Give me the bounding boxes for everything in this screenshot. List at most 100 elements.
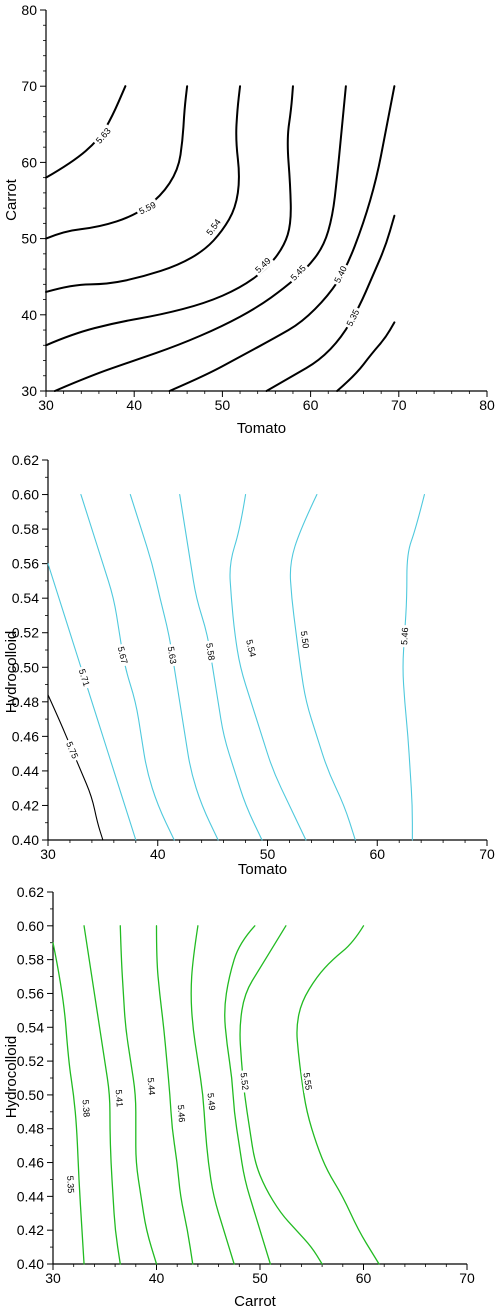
- y-tick-label: 0.62: [17, 884, 44, 900]
- y-tick-label: 0.60: [17, 918, 44, 934]
- x-tick-label: 60: [369, 846, 385, 862]
- y-tick-label: 30: [21, 383, 37, 399]
- contour-label-bg: [399, 624, 411, 648]
- y-tick-label: 0.54: [17, 1019, 44, 1035]
- contour-label-bg: [243, 636, 259, 661]
- contour-line: [179, 493, 263, 841]
- y-tick-label: 0.58: [17, 952, 44, 968]
- contour-label: 5.46: [399, 627, 410, 645]
- x-tick-label: 70: [479, 846, 495, 862]
- y-tick-label: 0.50: [12, 659, 39, 675]
- y-tick-label: 80: [21, 2, 37, 18]
- contour-label-bg: [175, 1102, 188, 1125]
- contour-label-bg: [287, 261, 310, 285]
- contour-label-bg: [80, 1097, 92, 1120]
- contour-label: 5.55: [301, 1072, 313, 1091]
- y-tick-label: 70: [21, 78, 37, 94]
- contour-line: [119, 925, 158, 1265]
- contour-label: 5.49: [205, 1092, 217, 1110]
- x-tick-label: 40: [150, 846, 166, 862]
- contour-line: [289, 493, 356, 841]
- contour-label: 5.71: [77, 668, 92, 688]
- contour-label: 5.63: [166, 646, 179, 665]
- y-tick-label: 0.60: [12, 487, 39, 503]
- x-tick-label: 40: [126, 397, 142, 413]
- contour-label-bg: [145, 1075, 158, 1098]
- x-tick-label: 40: [149, 1270, 165, 1286]
- contour-label-bg: [205, 1090, 218, 1114]
- x-tick-label: 30: [45, 1270, 61, 1286]
- y-tick-label: 0.48: [12, 694, 39, 710]
- contour-label-bg: [135, 198, 160, 218]
- contour-label: 5.50: [299, 630, 311, 649]
- y-tick-label: 0.42: [12, 797, 39, 813]
- contour-label: 5.44: [146, 1077, 157, 1095]
- contour-label: 5.52: [238, 1072, 250, 1091]
- y-tick-label: 50: [21, 231, 37, 247]
- contour-label: 5.67: [116, 645, 130, 664]
- contour-line: [168, 85, 396, 392]
- y-tick-label: 0.40: [17, 1256, 44, 1272]
- contour-line: [45, 85, 189, 240]
- y-tick-label: 0.48: [17, 1121, 44, 1137]
- x-tick-label: 70: [459, 1270, 475, 1286]
- y-tick-label: 0.56: [17, 985, 44, 1001]
- contour-label-bg: [301, 1069, 315, 1093]
- y-tick-label: 0.44: [12, 763, 39, 779]
- y-tick-label: 60: [21, 154, 37, 170]
- contour-label-bg: [298, 628, 312, 652]
- x-axis-title: Carrot: [234, 1293, 277, 1310]
- contour-line: [239, 925, 323, 1265]
- contour-label-bg: [115, 643, 131, 668]
- chart-2: 30 40 50 60 70 0.40 0.42 0.44 0.46 0.48 0.50 0.52 0.…: [3, 452, 495, 878]
- x-tick-label: 50: [215, 397, 231, 413]
- contour-line: [53, 85, 347, 392]
- y-tick-label: 0.42: [17, 1222, 44, 1238]
- contour-label-bg: [203, 640, 218, 664]
- contour-label-bg: [92, 124, 115, 148]
- contour-label-bg: [203, 215, 225, 239]
- contour-label-bg: [331, 262, 350, 287]
- chart-1: 30 40 50 60 70 80304050607080TomatoCarrot5.63…: [3, 2, 495, 437]
- y-tick-label: 0.62: [12, 452, 39, 468]
- contour-line: [229, 493, 307, 841]
- contour-label: 5.75: [64, 740, 80, 760]
- contour-label-bg: [343, 305, 363, 330]
- contour-label-bg: [165, 643, 179, 667]
- x-tick-label: 70: [391, 397, 407, 413]
- contour-line: [47, 694, 104, 841]
- contour-label: 5.46: [176, 1104, 187, 1122]
- contour-line: [224, 925, 271, 1265]
- contour-label-bg: [113, 1086, 126, 1110]
- x-tick-label: 60: [356, 1270, 372, 1286]
- y-axis-title: Carrot: [3, 178, 20, 221]
- contour-label-bg: [238, 1069, 251, 1093]
- contour-label: 5.35: [65, 1176, 76, 1194]
- y-tick-label: 0.56: [12, 556, 39, 572]
- y-tick-label: 0.54: [12, 590, 39, 606]
- contour-line: [296, 925, 380, 1265]
- y-tick-label: 0.40: [12, 832, 39, 848]
- contour-label-bg: [76, 665, 93, 690]
- y-tick-label: 0.52: [17, 1053, 44, 1069]
- contour-line: [47, 563, 137, 841]
- contour-label: 5.54: [244, 639, 258, 658]
- contour-label-bg: [63, 738, 82, 763]
- x-tick-label: 50: [260, 846, 276, 862]
- contour-line: [52, 942, 85, 1265]
- contour-line: [45, 85, 127, 179]
- x-tick-label: 80: [479, 397, 495, 413]
- contour-line: [80, 493, 175, 841]
- y-tick-label: 0.44: [17, 1188, 44, 1204]
- x-tick-label: 60: [303, 397, 319, 413]
- contour-line: [190, 925, 235, 1265]
- x-axis-title: Tomato: [238, 861, 287, 878]
- x-tick-label: 30: [40, 846, 56, 862]
- contour-label: 5.38: [80, 1099, 91, 1117]
- contour-label: 5.58: [204, 642, 217, 661]
- y-tick-label: 0.58: [12, 521, 39, 537]
- y-tick-label: 0.50: [17, 1087, 44, 1103]
- contour-line: [155, 925, 194, 1265]
- y-tick-label: 40: [21, 307, 37, 323]
